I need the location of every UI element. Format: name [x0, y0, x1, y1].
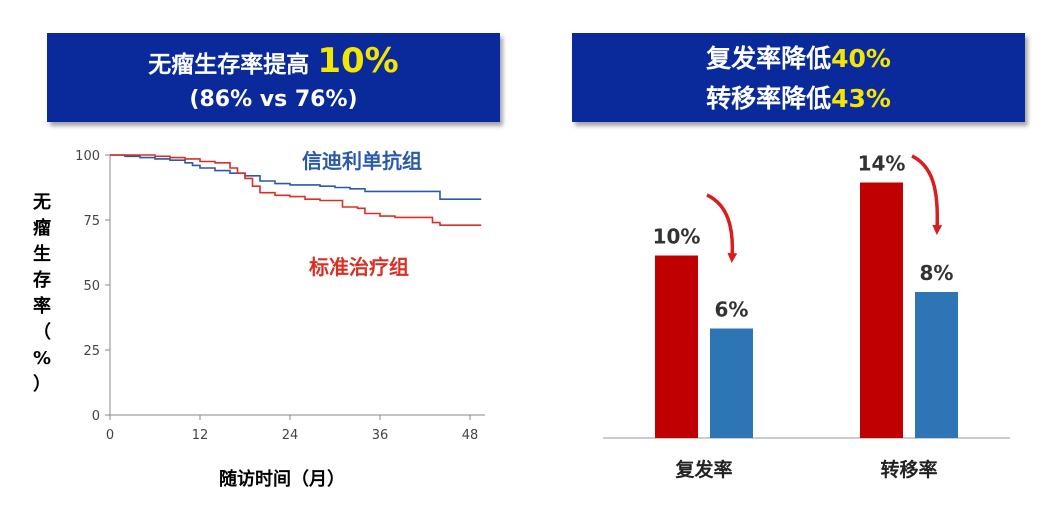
bar-value-label: 10%: [653, 225, 701, 249]
bar-value-label: 6%: [715, 298, 749, 322]
bars: 10% 6% 14% 8%: [653, 152, 958, 438]
left-headline-banner: 无瘤生存率提高 10% (86% vs 76%): [47, 33, 500, 122]
legend-sintilimab: 信迪利单抗组: [302, 149, 422, 173]
bar-value-label: 8%: [920, 261, 954, 285]
x-tick-label: 12: [192, 428, 209, 443]
right-headline-line2: 转移率降低43%: [572, 79, 1025, 119]
right-headline-line1: 复发率降低40%: [572, 39, 1025, 79]
bar-value-label: 14%: [858, 152, 906, 176]
y-axis-label: 无瘤生存率（%）: [33, 192, 51, 395]
y-tick-label: 25: [83, 344, 100, 359]
left-headline-line1: 无瘤生存率提高 10%: [47, 41, 500, 85]
recurrence-reduction-text: 复发率降低: [706, 44, 832, 73]
standard-survival-line: [110, 154, 482, 226]
rates-bar-chart: 10% 6% 14% 8% 复发率 转移率: [603, 152, 1010, 481]
category-label-metastasis: 转移率: [880, 458, 937, 481]
sintilimab-survival-line: [110, 154, 482, 200]
metastasis-reduction-value: 43%: [831, 84, 891, 113]
survival-line-chart: 0 12 24 36 48 0 25 50 75 100 信迪利单抗组 标准治疗组 无瘤生存率（%…: [33, 149, 485, 490]
axis-ticks: 0 12 24 36 48 0 25 50 75 100: [75, 149, 478, 443]
bar-metastasis-sintilimab: [915, 292, 958, 438]
y-tick-label: 50: [83, 279, 100, 294]
decrease-arrow-metastasis: [911, 154, 943, 235]
recurrence-reduction-value: 40%: [831, 44, 891, 73]
left-headline-highlight: 10%: [317, 41, 399, 81]
y-tick-label: 0: [92, 409, 100, 424]
decrease-arrow-recurrence: [706, 193, 738, 263]
survival-series: [110, 154, 482, 226]
y-tick-label: 75: [83, 214, 100, 229]
bar-recurrence-sintilimab: [710, 328, 753, 438]
x-tick-label: 36: [372, 428, 389, 443]
x-tick-label: 48: [462, 428, 479, 443]
legend-standard: 标准治疗组: [309, 255, 409, 279]
x-tick-label: 0: [106, 428, 114, 443]
left-headline-text: 无瘤生存率提高: [148, 52, 310, 78]
right-headline-banner: 复发率降低40% 转移率降低43%: [572, 33, 1025, 122]
bar-metastasis-standard: [860, 182, 903, 438]
y-tick-label: 100: [75, 149, 100, 164]
category-label-recurrence: 复发率: [674, 458, 732, 481]
x-tick-label: 24: [282, 428, 299, 443]
bar-recurrence-standard: [655, 255, 698, 438]
x-axis-label: 随访时间（月）: [219, 468, 345, 490]
metastasis-reduction-text: 转移率降低: [706, 84, 832, 113]
left-headline-line2: (86% vs 76%): [189, 87, 358, 112]
